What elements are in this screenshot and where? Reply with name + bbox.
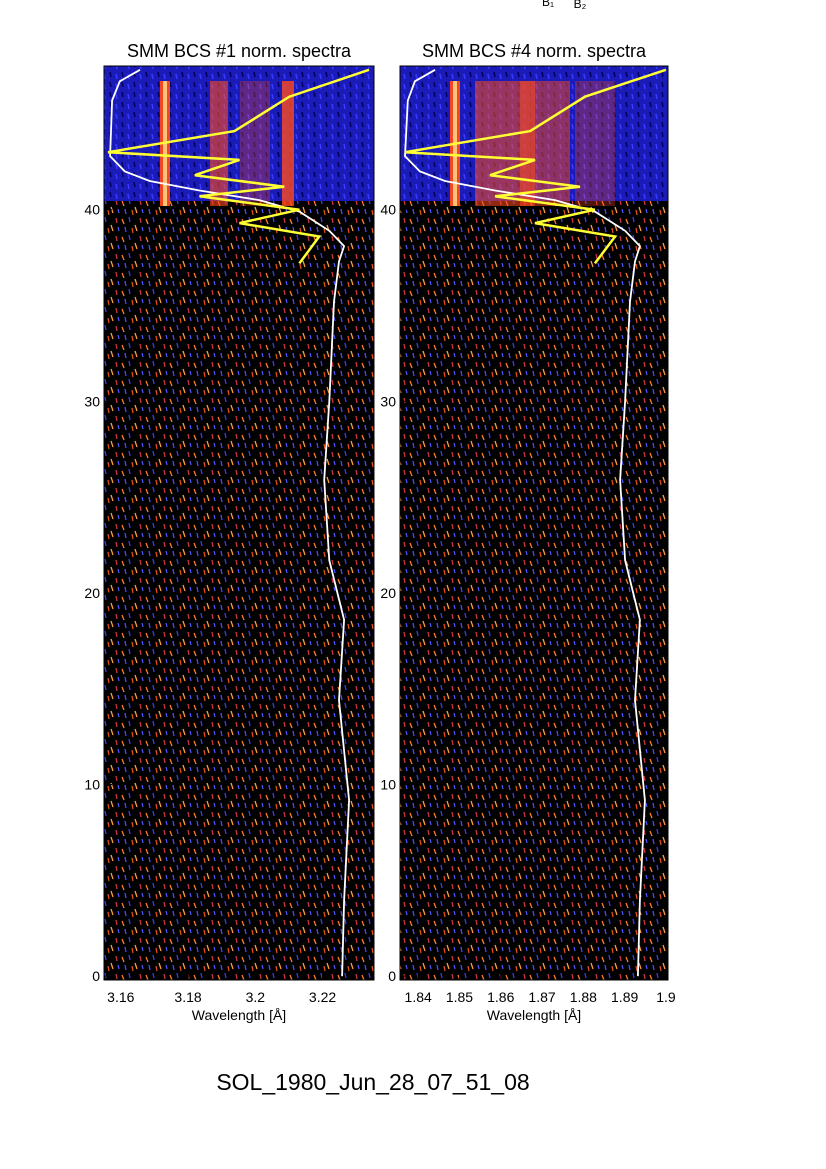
- x-tick-label: 3.22: [309, 989, 336, 1005]
- y-tick-label: 0: [388, 968, 396, 984]
- spectral-line: [282, 81, 294, 206]
- x-axis-label: Wavelength [Å]: [487, 1007, 581, 1023]
- x-tick-label: 3.18: [174, 989, 201, 1005]
- y-tick-label: 40: [84, 202, 100, 218]
- chart-title: SMM BCS #4 norm. spectra: [422, 41, 647, 61]
- x-tick-label: 1.88: [570, 989, 597, 1005]
- y-tick-label: 20: [380, 585, 396, 601]
- series-line: [404, 68, 667, 265]
- spectral-line: [520, 81, 570, 206]
- top-label: B₁: [542, 0, 554, 9]
- x-tick-label: 3.2: [246, 989, 266, 1005]
- series-line: [404, 69, 646, 977]
- x-tick-label: 1.85: [446, 989, 473, 1005]
- panel: SMM BCS #4 norm. spectra Wavelength [Å] 1.…: [380, 41, 675, 1023]
- y-tick-label: 30: [380, 393, 396, 409]
- series-line: [107, 68, 370, 265]
- y-tick-label: 10: [84, 777, 100, 793]
- y-tick-label: 20: [84, 585, 100, 601]
- panel: SMM BCS #1 norm. spectra Wavelength [Å] 3.…: [84, 41, 375, 1023]
- plot-frame: [103, 65, 375, 981]
- plot-area: [104, 66, 374, 980]
- x-tick-label: 1.86: [487, 989, 514, 1005]
- spectral-line: [240, 81, 270, 206]
- series-line: [109, 69, 351, 977]
- plot-frame: [399, 65, 669, 981]
- x-tick-label: 3.16: [107, 989, 134, 1005]
- chart-title: SMM BCS #1 norm. spectra: [127, 41, 352, 61]
- x-tick-label: 1.89: [611, 989, 638, 1005]
- x-axis-label: Wavelength [Å]: [192, 1007, 286, 1023]
- top-label: B₂: [574, 0, 587, 11]
- x-tick-label: 1.87: [528, 989, 555, 1005]
- x-tick-label: 1.9: [656, 989, 676, 1005]
- plot-area: [400, 66, 668, 980]
- y-tick-label: 40: [380, 202, 396, 218]
- x-tick-label: 1.84: [405, 989, 432, 1005]
- spectral-line: [575, 81, 615, 206]
- y-tick-label: 30: [84, 393, 100, 409]
- spectrogram: [104, 66, 374, 980]
- spectral-line: [210, 81, 228, 206]
- footer: SOL_1980_Jun_28_07_51_08: [216, 1069, 529, 1095]
- y-tick-label: 0: [92, 968, 100, 984]
- y-tick-label: 10: [380, 777, 396, 793]
- spectrogram-flare: [104, 66, 374, 201]
